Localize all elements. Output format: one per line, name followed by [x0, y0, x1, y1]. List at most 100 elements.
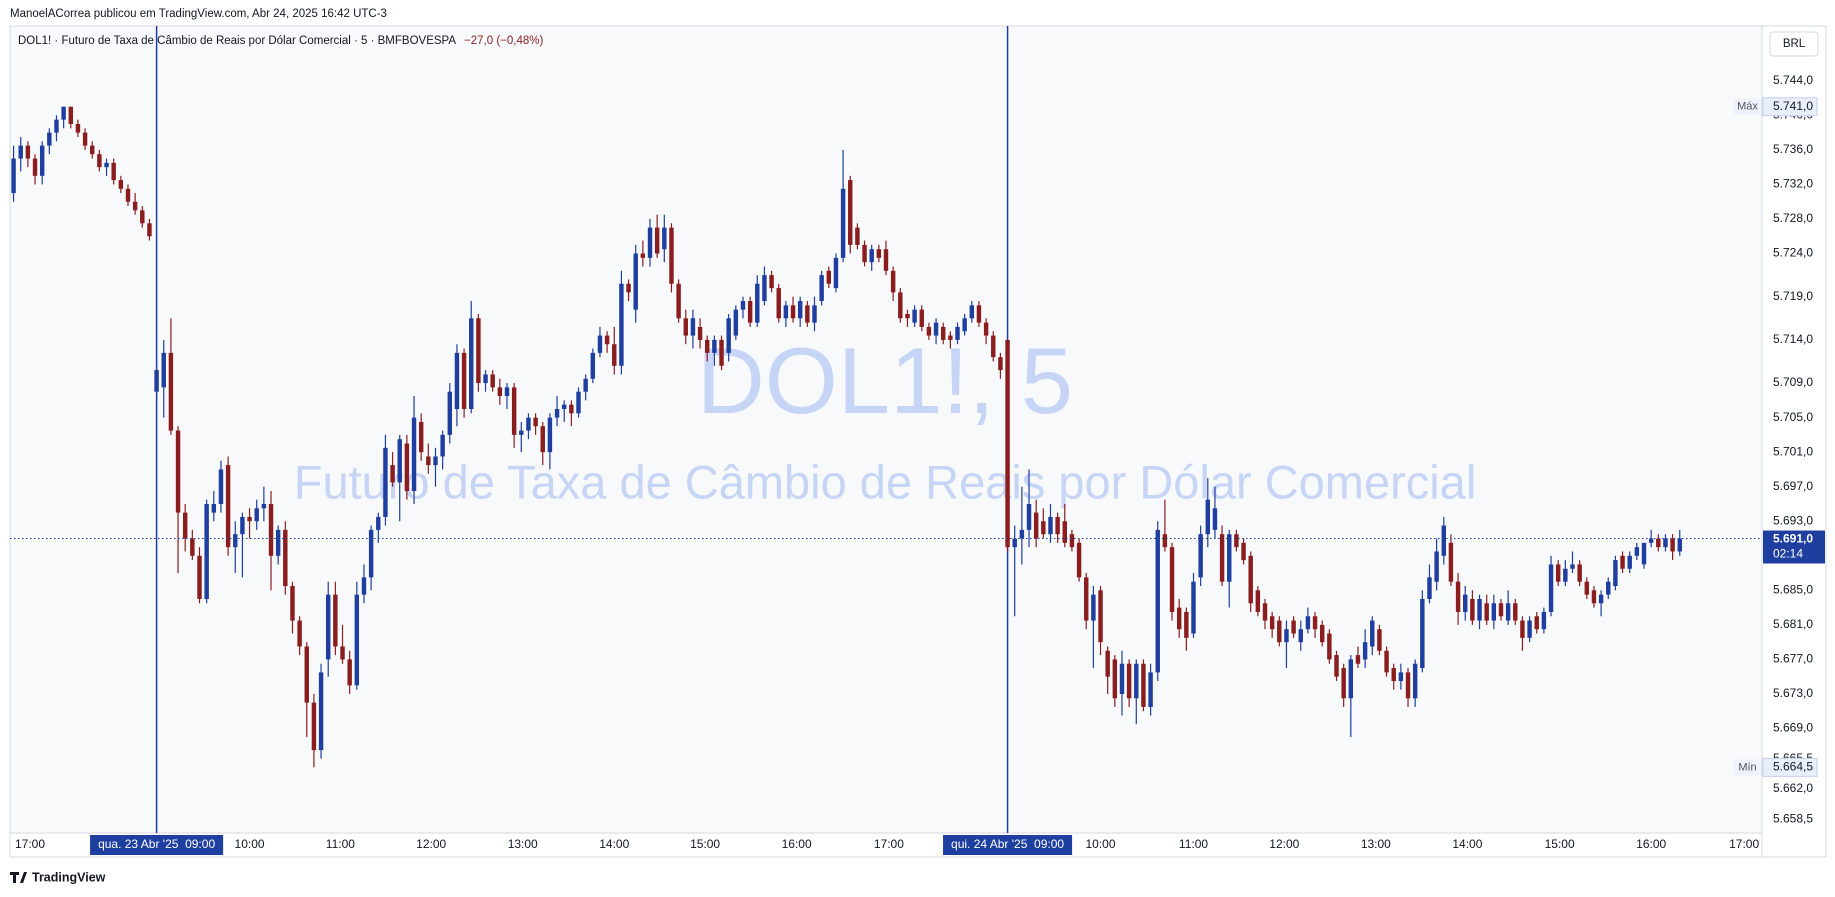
candle-body	[1041, 521, 1046, 535]
chart-panel	[9, 25, 1827, 858]
candle-body	[1091, 594, 1096, 621]
candle-body	[1548, 564, 1554, 612]
candle-body	[1598, 594, 1604, 604]
candle-body	[1126, 663, 1132, 699]
candle-body	[819, 275, 824, 302]
publish-info: ManoelACorrea publicou em TradingView.co…	[10, 8, 387, 20]
candle-body	[612, 344, 617, 366]
candle-body	[1541, 611, 1547, 630]
candle-body	[1012, 538, 1017, 548]
candle-body	[1455, 581, 1461, 612]
candle-body	[647, 227, 653, 258]
candle-body	[497, 387, 503, 397]
candle-body	[225, 465, 231, 548]
candle-body	[1648, 538, 1654, 543]
candle-body	[654, 227, 660, 254]
candle-body	[1227, 534, 1232, 582]
candle-body	[111, 162, 116, 181]
x-tick-label: 17:00	[1729, 837, 1759, 851]
candle-body	[447, 391, 453, 435]
candle-body	[154, 370, 159, 392]
candle-body	[1241, 542, 1246, 561]
candle-body	[1641, 542, 1647, 565]
y-tick-label: 5.701,0	[1773, 444, 1813, 458]
candle-body	[1141, 663, 1146, 707]
candle-body	[933, 322, 939, 336]
candle-body	[376, 516, 381, 530]
candle-body	[426, 456, 431, 466]
currency-box[interactable]	[1769, 31, 1819, 57]
currency[interactable]: BRL	[1783, 38, 1806, 50]
candle-body	[1513, 603, 1518, 621]
extreme-tag: Máx	[1737, 101, 1758, 113]
candle-body	[240, 516, 245, 535]
axes: 5.744,05.740,05.736,05.732,05.728,05.724…	[15, 73, 1825, 855]
candle-body	[890, 270, 896, 293]
candle-body	[1234, 534, 1239, 548]
candle-body	[1405, 672, 1411, 699]
candle-body	[719, 339, 724, 366]
session-label-box	[90, 835, 224, 855]
candle-body	[411, 417, 417, 492]
countdown: 02:14	[1773, 547, 1803, 561]
candle-body	[140, 210, 145, 224]
symbol-legend: DOL1! · Futuro de Taxa de Câmbio de Reai…	[18, 35, 456, 47]
x-tick-label: 16:00	[782, 837, 812, 851]
candle-body	[662, 227, 667, 250]
y-tick-label: 5.681,0	[1773, 617, 1813, 631]
y-tick-label: 5.728,0	[1773, 211, 1813, 225]
candle-body	[1420, 598, 1425, 669]
candle-body	[905, 313, 910, 319]
x-tick-label: 10:00	[1086, 837, 1116, 851]
candle-body	[976, 305, 982, 323]
candle-body	[1098, 590, 1103, 643]
candle-body	[354, 594, 360, 686]
candle-body	[82, 132, 88, 146]
candle-body	[969, 305, 975, 319]
x-tick-label: 10:00	[235, 837, 265, 851]
candle-body	[755, 283, 760, 323]
y-tick-label: 5.705,0	[1773, 410, 1813, 424]
candle-body	[726, 318, 731, 353]
candle-body	[297, 620, 302, 647]
candle-body	[955, 326, 960, 340]
candle-body	[1634, 547, 1640, 556]
candle-body	[304, 646, 309, 703]
y-tick-label: 5.662,0	[1773, 781, 1813, 795]
candle-body	[869, 249, 874, 263]
x-tick-label: 16:00	[1636, 837, 1666, 851]
candle-body	[483, 374, 488, 384]
candle-body	[68, 106, 74, 124]
candle-body	[433, 456, 438, 466]
candle-body	[1584, 581, 1590, 595]
candle-body	[404, 443, 410, 492]
plot	[10, 26, 1762, 833]
candle-body	[1162, 534, 1168, 548]
candle-body	[383, 447, 388, 517]
candle-body	[876, 249, 882, 258]
candle-body	[962, 318, 967, 332]
candle-body	[1606, 581, 1611, 595]
candle-body	[1112, 659, 1118, 699]
candle-body	[590, 352, 596, 379]
candle-body	[175, 430, 181, 513]
candle-body	[712, 339, 717, 353]
session-label-box	[943, 835, 1073, 855]
candle-body	[783, 305, 789, 319]
extreme-tag-box	[1734, 98, 1761, 115]
watermark-subtitle: Futuro de Taxa de Câmbio de Reais por Dó…	[294, 455, 1477, 508]
candle-body	[54, 119, 59, 133]
candle-body	[1048, 516, 1053, 535]
candle-body	[1362, 642, 1368, 660]
candle-body	[1105, 650, 1110, 677]
candle-body	[211, 503, 217, 513]
candle-body	[1298, 629, 1303, 643]
candle-body	[633, 253, 638, 310]
candle-body	[705, 339, 710, 353]
candle-body	[1055, 516, 1060, 535]
candle-body	[1248, 555, 1253, 604]
candle-body	[998, 357, 1003, 371]
candle-body	[1534, 616, 1539, 630]
candle-body	[1319, 624, 1325, 643]
